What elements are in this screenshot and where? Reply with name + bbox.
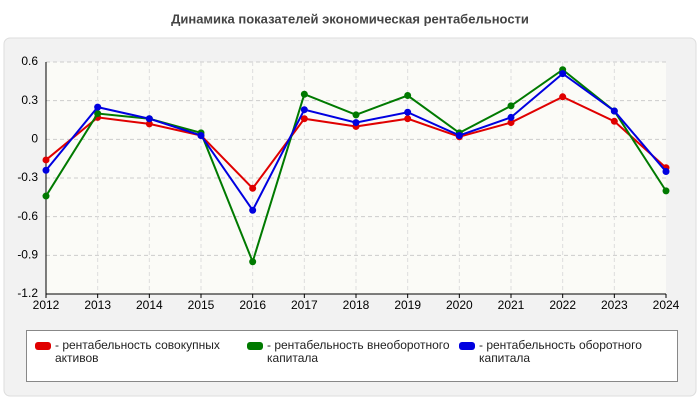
point [352, 111, 360, 119]
point [404, 108, 412, 116]
point [145, 115, 153, 123]
x-tick-label: 2024 [653, 298, 680, 312]
point [300, 115, 308, 123]
point [404, 115, 412, 123]
y-tick-label: 0 [31, 132, 38, 146]
y-tick-label: -1.2 [17, 286, 38, 300]
point [300, 106, 308, 114]
y-tick-label: -0.3 [17, 170, 38, 184]
point [300, 90, 308, 98]
point [559, 70, 567, 78]
point [507, 119, 515, 127]
legend: - рентабельность совокупных активов - рен… [26, 330, 678, 382]
point [662, 168, 670, 176]
point [455, 131, 463, 139]
point [249, 184, 257, 192]
chart-title: Динамика показателей экономическая рента… [171, 11, 529, 26]
point [507, 113, 515, 121]
point [94, 110, 102, 118]
point [507, 102, 515, 110]
legend-label: - рентабельность совокупных активов [55, 338, 220, 365]
y-tick-label: -0.9 [17, 248, 38, 262]
x-tick-label: 2014 [136, 298, 163, 312]
point [145, 120, 153, 128]
point [42, 166, 50, 174]
legend-item: - рентабельность оборотного капитала [459, 339, 671, 381]
point [42, 192, 50, 200]
x-tick-label: 2012 [33, 298, 60, 312]
x-tick-label: 2021 [498, 298, 525, 312]
point [610, 117, 618, 125]
x-tick-label: 2020 [446, 298, 473, 312]
point [94, 103, 102, 111]
legend-label: - рентабельность внеоборотного капитала [267, 338, 450, 365]
legend-item: - рентабельность внеоборотного капитала [247, 339, 459, 381]
x-tick-label: 2016 [239, 298, 266, 312]
legend-swatch [247, 342, 263, 350]
legend-swatch [459, 342, 475, 350]
legend-label: - рентабельность оборотного капитала [479, 338, 642, 365]
point [197, 131, 205, 139]
point [42, 156, 50, 164]
point [352, 119, 360, 127]
point [249, 258, 257, 266]
point [249, 206, 257, 214]
y-tick-label: 0.3 [21, 93, 38, 107]
point [662, 187, 670, 195]
x-tick-label: 2018 [343, 298, 370, 312]
y-tick-label: -0.6 [17, 209, 38, 223]
x-tick-label: 2022 [549, 298, 576, 312]
x-tick-label: 2017 [291, 298, 318, 312]
x-tick-label: 2019 [394, 298, 421, 312]
point [610, 107, 618, 115]
y-tick-label: 0.6 [21, 54, 38, 68]
legend-item: - рентабельность совокупных активов [35, 339, 247, 381]
point [559, 93, 567, 101]
x-tick-label: 2013 [84, 298, 111, 312]
x-tick-label: 2023 [601, 298, 628, 312]
legend-swatch [35, 342, 51, 350]
point [404, 92, 412, 100]
x-tick-label: 2015 [188, 298, 215, 312]
